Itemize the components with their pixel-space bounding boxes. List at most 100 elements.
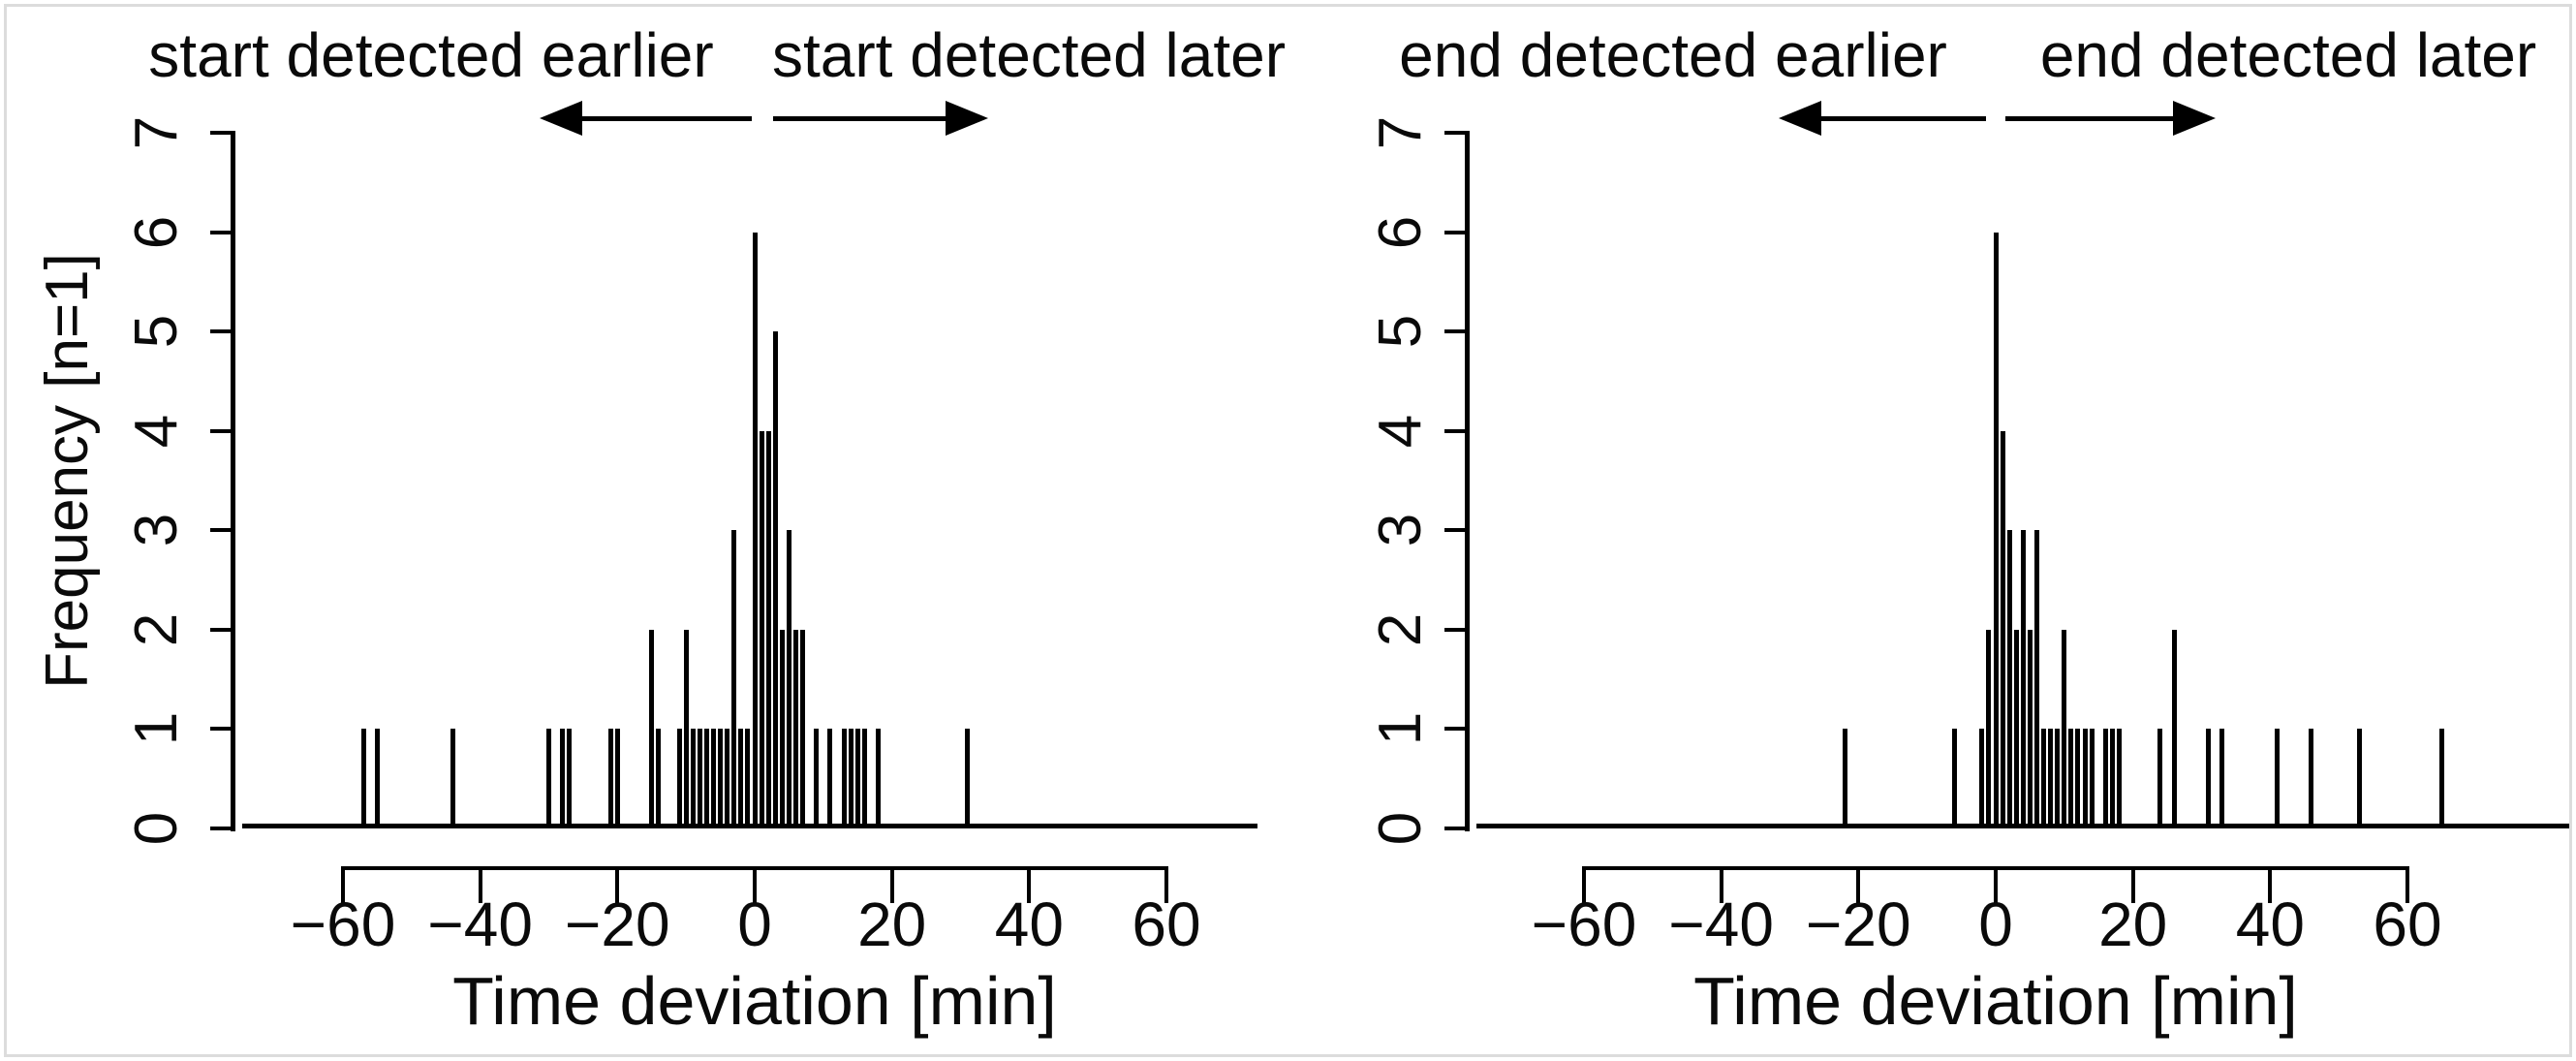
needle <box>745 729 751 828</box>
x-axis-tick <box>1164 866 1168 903</box>
needle <box>697 729 702 828</box>
needle <box>786 530 791 828</box>
needle <box>841 729 847 828</box>
needle <box>2068 729 2074 828</box>
needle <box>607 729 613 828</box>
y-tick-label: 7 <box>1367 115 1434 150</box>
y-axis-tick <box>1444 528 1465 533</box>
needle <box>614 729 620 828</box>
x-axis-tick <box>889 866 894 903</box>
x-tick-label: 20 <box>2098 889 2168 959</box>
needle <box>814 729 820 828</box>
x-axis-label-start: Time deviation [min] <box>452 963 1057 1039</box>
x-axis-tick <box>2405 866 2409 903</box>
needle <box>2055 729 2061 828</box>
y-tick-label: 7 <box>123 115 190 150</box>
annotation-start-detected-earlier: start detected earlier <box>148 20 714 90</box>
needle <box>2157 729 2163 828</box>
y-tick-label: 3 <box>123 514 190 547</box>
y-axis-tick <box>210 230 231 234</box>
arrow-left-icon <box>540 101 582 136</box>
needle <box>2075 729 2081 828</box>
annotation-end-detected-earlier: end detected earlier <box>1399 20 1947 90</box>
y-tick-label: 5 <box>1367 314 1434 349</box>
needle <box>656 729 662 828</box>
y-tick-label: 4 <box>1367 414 1434 448</box>
needle <box>718 729 724 828</box>
needle <box>2027 629 2033 828</box>
needle <box>965 729 971 828</box>
needle <box>2006 530 2012 828</box>
x-axis-tick <box>1856 866 1861 903</box>
x-axis-tick <box>341 866 346 903</box>
y-axis-tick <box>210 131 231 135</box>
needle <box>2089 729 2095 828</box>
annotation-start-detected-later: start detected later <box>771 20 1287 90</box>
needle <box>875 729 881 828</box>
needle <box>2274 729 2280 828</box>
x-tick-label: −20 <box>1806 889 1911 959</box>
needle <box>2438 729 2444 828</box>
x-axis-tick <box>1027 866 1032 903</box>
needle <box>2109 729 2115 828</box>
x-tick-label: −20 <box>565 889 670 959</box>
y-axis-tick <box>1444 329 1465 334</box>
arrow-left-shaft <box>1816 116 1986 121</box>
needle <box>374 729 380 828</box>
y-tick-label: 2 <box>123 612 190 647</box>
needle <box>560 729 566 828</box>
needle <box>759 430 764 828</box>
y-tick-label: 5 <box>123 314 190 349</box>
y-tick-label: 0 <box>123 811 190 846</box>
arrow-right-icon <box>2173 101 2216 136</box>
x-axis-tick <box>615 866 620 903</box>
arrow-right-shaft <box>2005 116 2177 121</box>
needle <box>2062 629 2067 828</box>
needle <box>2219 729 2225 828</box>
y-tick-label: 1 <box>1367 712 1434 746</box>
needle <box>2206 729 2212 828</box>
y-tick-label: 0 <box>1367 811 1434 846</box>
needle <box>2356 729 2362 828</box>
x-tick-label: 40 <box>994 889 1064 959</box>
arrow-right-icon <box>946 101 988 136</box>
needle <box>725 729 730 828</box>
needle <box>2309 729 2314 828</box>
needle <box>1952 729 1957 828</box>
needle <box>2082 729 2088 828</box>
needle <box>711 729 716 828</box>
needle <box>567 729 573 828</box>
needle <box>450 729 455 828</box>
y-tick-label: 6 <box>123 215 190 249</box>
needle <box>772 331 778 828</box>
needle <box>690 729 696 828</box>
needle <box>2171 629 2177 828</box>
y-axis-tick <box>210 528 231 533</box>
y-axis-tick <box>210 727 231 732</box>
x-tick-label: 40 <box>2235 889 2305 959</box>
needle <box>779 629 785 828</box>
x-tick-label: −60 <box>1531 889 1637 959</box>
needle <box>861 729 867 828</box>
y-axis-line <box>231 131 235 831</box>
y-axis-tick <box>210 827 231 830</box>
needle <box>1993 232 1999 828</box>
needle <box>2020 530 2026 828</box>
y-tick-label: 1 <box>123 712 190 746</box>
needle <box>792 629 798 828</box>
needle <box>2000 430 2005 828</box>
x-tick-label: −40 <box>427 889 533 959</box>
y-axis-tick <box>210 428 231 433</box>
needle <box>800 629 806 828</box>
arrow-left-shaft <box>576 116 752 121</box>
y-axis-line <box>1465 131 1470 831</box>
y-axis-tick <box>1444 827 1465 830</box>
y-axis-tick <box>1444 727 1465 732</box>
x-axis-tick <box>1994 866 1998 903</box>
x-tick-label: −40 <box>1668 889 1774 959</box>
y-tick-label: 6 <box>1367 215 1434 249</box>
needle <box>2033 530 2039 828</box>
x-tick-label: 0 <box>737 889 772 959</box>
needle <box>2041 729 2047 828</box>
